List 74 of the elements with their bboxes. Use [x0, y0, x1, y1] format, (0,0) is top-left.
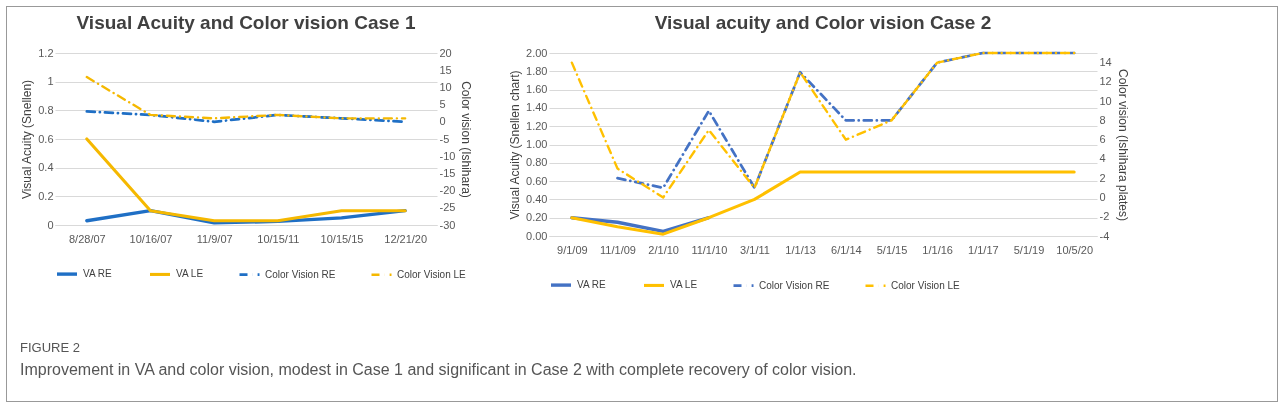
y2-tick-label: 20 [439, 46, 452, 59]
y2-tick-label: 15 [439, 63, 452, 76]
y2-tick-label: 5 [439, 98, 446, 111]
y-tick-label: 1.80 [526, 64, 548, 77]
y-tick-label: 1.2 [38, 46, 54, 59]
y-tick-label: 0.80 [526, 156, 548, 169]
x-tick-label: 6/1/14 [831, 243, 862, 256]
y-tick-label: 1.60 [526, 83, 548, 96]
x-tick-label: 1/1/16 [922, 243, 953, 256]
x-tick-label: 11/1/09 [600, 243, 636, 256]
line-series [570, 170, 1076, 236]
legend-label: VA RE [83, 268, 113, 280]
y-tick-label: 0.20 [526, 211, 548, 224]
y2-tick-label: 10 [439, 80, 452, 93]
x-tick-label: 8/28/07 [68, 232, 106, 245]
x-tick-label: 10/15/15 [320, 232, 364, 245]
x-tick-label: 1/1/13 [785, 243, 816, 256]
y-tick-label: 1.00 [526, 138, 548, 150]
y-tick-label: 2.00 [526, 46, 548, 59]
y2-tick-label: 12 [1099, 75, 1112, 88]
legend-label: Color Vision RE [265, 268, 336, 280]
y-tick-label: 0.40 [526, 192, 548, 205]
caption: FIGURE 2 [20, 340, 81, 355]
y-tick-label: 1 [47, 75, 54, 88]
y2-tick-label: -15 [439, 166, 456, 179]
y-tick-label: 0.00 [526, 229, 548, 242]
y2-tick-label: 14 [1099, 56, 1112, 69]
y-tick-label: 0.60 [526, 174, 548, 187]
legend-label: VA RE [577, 279, 607, 291]
chart-title: Visual acuity and Color vision Case 2 [654, 12, 992, 33]
x-tick-label: 10/16/07 [129, 232, 173, 245]
x-tick-label: 1/1/17 [968, 243, 999, 256]
y2-tick-label: 0 [439, 115, 446, 128]
y-tick-label: 1.40 [526, 101, 548, 114]
chart-title: Visual Acuity and Color vision Case 1 [76, 12, 416, 33]
y-tick-label: 0 [47, 218, 54, 231]
y2-tick-label: -25 [439, 201, 456, 214]
x-tick-label: 11/1/10 [691, 243, 728, 256]
y-axis-title: Visual Acuity (Snellen chart) [508, 70, 523, 220]
y2-tick-label: -20 [439, 184, 456, 197]
y2-tick-label: -5 [439, 132, 450, 145]
y-tick-label: 0.8 [38, 103, 54, 116]
y2-tick-label: -30 [439, 218, 456, 231]
y-tick-label: 0.2 [38, 189, 54, 202]
y2-tick-label: 2 [1099, 171, 1106, 184]
y2-tick-label: 4 [1099, 152, 1106, 165]
y-tick-label: 1.20 [526, 119, 548, 132]
y2-axis-title: Color vision (Ishihara plates) [1115, 68, 1130, 222]
y2-tick-label: -10 [439, 149, 456, 162]
x-tick-label: 12/21/20 [384, 232, 428, 245]
y-tick-label: 0.6 [38, 132, 54, 145]
text: Improvement in VA and color vision, modest in Case 1 and significant in Case 2 with complete recovery of color vision. [20, 361, 857, 379]
x-tick-label: 9/1/09 [557, 243, 588, 256]
y2-tick-label: 6 [1099, 133, 1106, 146]
x-tick-label: 2/1/10 [648, 243, 679, 256]
y2-tick-label: 0 [1099, 190, 1106, 203]
legend-label: Color Vision LE [397, 268, 467, 280]
y-tick-label: 0.4 [38, 161, 54, 174]
legend-label: VA LE [670, 279, 698, 291]
y-axis-title: Visual Acuity (Snellen) [20, 79, 35, 200]
legend-label: Color Vision RE [759, 279, 830, 291]
x-tick-label: 3/1/11 [740, 243, 770, 256]
x-tick-label: 5/1/19 [1013, 243, 1045, 256]
y2-tick-label: -2 [1099, 210, 1110, 223]
x-tick-label: 10/15/11 [257, 232, 300, 245]
legend-label: VA LE [176, 268, 204, 280]
y2-tick-label: 8 [1099, 113, 1106, 126]
legend-label: Color Vision LE [891, 279, 961, 291]
y2-tick-label: -4 [1099, 229, 1110, 242]
x-tick-label: 10/5/20 [1056, 243, 1094, 256]
x-tick-label: 11/9/07 [196, 232, 233, 245]
y2-tick-label: 10 [1099, 94, 1112, 107]
y2-axis-title: Color vision (Ishihara) [459, 81, 474, 198]
x-tick-label: 5/1/15 [876, 243, 908, 256]
